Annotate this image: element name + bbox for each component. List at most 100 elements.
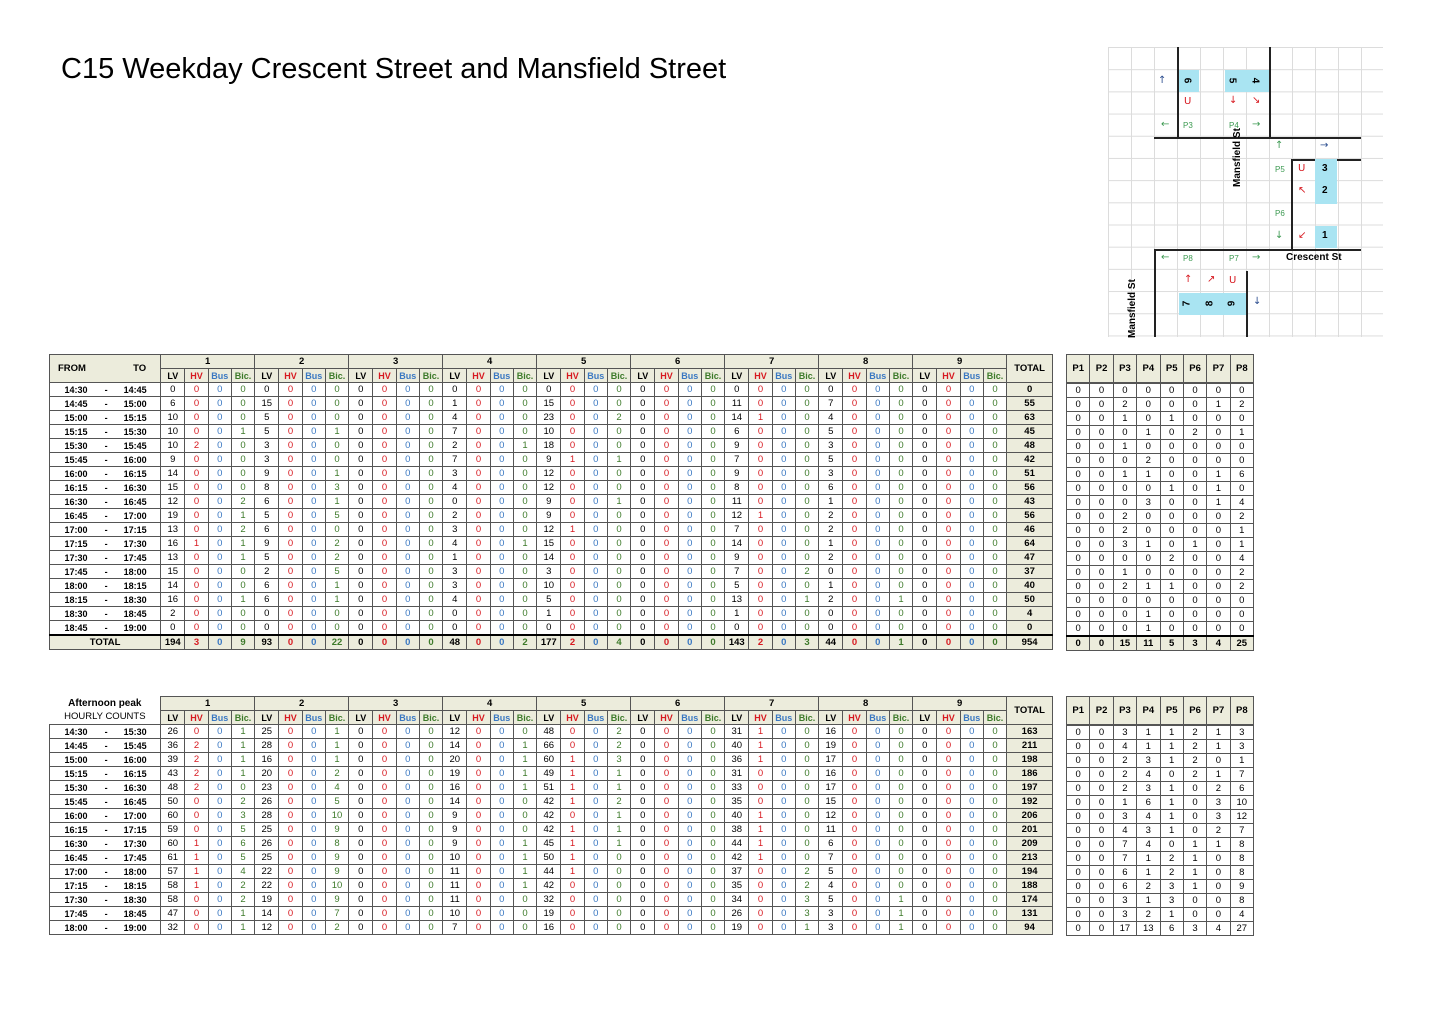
count-cell: 0 xyxy=(466,620,491,636)
class-bic-header: Bic. xyxy=(700,710,726,725)
ped-count-cell: 3 xyxy=(1112,893,1138,908)
count-cell: 0 xyxy=(936,578,961,593)
count-cell: 0 xyxy=(560,494,585,509)
ped-count-cell: 27 xyxy=(1229,921,1255,936)
count-cell: 1 xyxy=(512,738,538,753)
table-row: 15:30-16:30 48 2 0 0 23 0 0 4 0 0 0 0 16 0 0 1 51 1 0 1 0 0 0 0 3… xyxy=(49,780,1053,795)
count-cell: 0 xyxy=(700,564,726,579)
count-cell: 0 xyxy=(301,780,326,795)
class-lv-header: LV xyxy=(818,710,844,725)
count-cell: 0 xyxy=(748,536,773,551)
count-cell: 0 xyxy=(936,822,961,837)
count-cell: 0 xyxy=(912,382,938,397)
count-cell: 0 xyxy=(278,864,303,879)
count-cell: 1 xyxy=(748,410,773,425)
count-cell: 0 xyxy=(583,396,608,411)
from-to-header: FROM TO xyxy=(48,354,162,383)
class-hv-header: HV xyxy=(654,710,679,725)
count-cell: 11 xyxy=(724,494,750,509)
count-cell: 9 xyxy=(536,494,562,509)
to-time: 18:00 xyxy=(110,864,162,879)
count-cell: 45 xyxy=(536,836,562,851)
hourly-counts-table: Afternoon peak 1 2 3 4 5 6 7 8 9 TOTAL HOURLY COU… xyxy=(49,696,1053,935)
count-cell: 0 xyxy=(654,864,679,879)
count-cell: 51 xyxy=(536,780,562,795)
count-cell: 0 xyxy=(982,606,1008,621)
count-cell: 0 xyxy=(982,508,1008,523)
count-cell: 0 xyxy=(348,410,374,425)
ped-p8-header: P8 xyxy=(1229,696,1255,725)
count-cell: 0 xyxy=(207,480,232,495)
table-row: 0 0 17 13 6 3 4 27 xyxy=(1065,921,1255,936)
count-cell: 0 xyxy=(982,592,1008,607)
count-cell: 0 xyxy=(442,606,468,621)
crescent-street-label: Crescent St xyxy=(1286,252,1342,263)
count-cell: 0 xyxy=(583,592,608,607)
count-cell: 5 xyxy=(818,424,844,439)
count-cell: 0 xyxy=(348,550,374,565)
ped-p4-label: P4 xyxy=(1229,121,1239,130)
count-cell: 0 xyxy=(348,396,374,411)
class-lv-header: LV xyxy=(724,368,750,383)
count-cell: 0 xyxy=(677,494,702,509)
count-cell: 0 xyxy=(630,438,656,453)
count-cell: 0 xyxy=(606,396,632,411)
ped-count-cell: 0 xyxy=(1206,439,1231,454)
count-cell: 0 xyxy=(654,410,679,425)
count-cell: 0 xyxy=(794,396,820,411)
count-cell: 28 xyxy=(254,738,280,753)
ped-count-cell: 2 xyxy=(1159,865,1184,880)
count-cell: 0 xyxy=(395,822,420,837)
count-cell: 0 xyxy=(959,438,984,453)
count-cell: 0 xyxy=(278,738,303,753)
count-cell: 0 xyxy=(301,822,326,837)
count-cell: 0 xyxy=(512,480,538,495)
ped-count-cell: 12 xyxy=(1229,809,1255,824)
count-cell: 0 xyxy=(348,592,374,607)
count-cell: 0 xyxy=(771,508,796,523)
ped-count-cell: 0 xyxy=(1065,397,1091,412)
class-hv-header: HV xyxy=(184,368,209,383)
count-cell: 0 xyxy=(207,780,232,795)
total-cell: 0 xyxy=(489,634,514,650)
count-cell: 0 xyxy=(842,906,867,921)
count-cell: 2 xyxy=(230,878,256,893)
ped-count-cell: 0 xyxy=(1206,565,1231,580)
count-cell: 0 xyxy=(207,850,232,865)
count-cell: 1 xyxy=(184,836,209,851)
to-time: 17:15 xyxy=(110,522,162,537)
ped-count-cell: 0 xyxy=(1065,481,1091,496)
count-cell: 0 xyxy=(630,780,656,795)
table-row: 16:00-16:15 14 0 0 0 9 0 0 1 0 0 0 0 3 0 0 0 12 0 0 0 0 0 0 0 9 0 0… xyxy=(49,466,1053,481)
count-cell: 0 xyxy=(677,410,702,425)
count-cell: 0 xyxy=(654,578,679,593)
count-cell: 0 xyxy=(606,850,632,865)
count-cell: 0 xyxy=(936,878,961,893)
row-total: 50 xyxy=(1006,592,1053,607)
count-cell: 0 xyxy=(842,920,867,935)
total-cell: 2 xyxy=(512,634,538,650)
count-cell: 1 xyxy=(512,766,538,781)
ped-count-cell: 0 xyxy=(1182,823,1208,838)
count-cell: 0 xyxy=(794,382,820,397)
movement-4-header: 4 xyxy=(442,696,538,711)
count-cell: 0 xyxy=(677,878,702,893)
count-cell: 0 xyxy=(794,794,820,809)
count-cell: 0 xyxy=(982,410,1008,425)
count-cell: 2 xyxy=(324,550,350,565)
row-total: 131 xyxy=(1006,906,1053,921)
count-cell: 1 xyxy=(512,864,538,879)
count-cell: 1 xyxy=(560,522,585,537)
count-cell: 0 xyxy=(184,396,209,411)
count-cell: 0 xyxy=(912,508,938,523)
count-cell: 0 xyxy=(912,452,938,467)
ped-count-cell: 1 xyxy=(1229,425,1255,440)
movement-3-label: 3 xyxy=(1322,163,1328,174)
ped-count-cell: 1 xyxy=(1136,579,1161,594)
ped-count-cell: 0 xyxy=(1159,509,1184,524)
to-time: 16:45 xyxy=(110,794,162,809)
count-cell: 0 xyxy=(372,892,397,907)
count-cell: 0 xyxy=(630,752,656,767)
